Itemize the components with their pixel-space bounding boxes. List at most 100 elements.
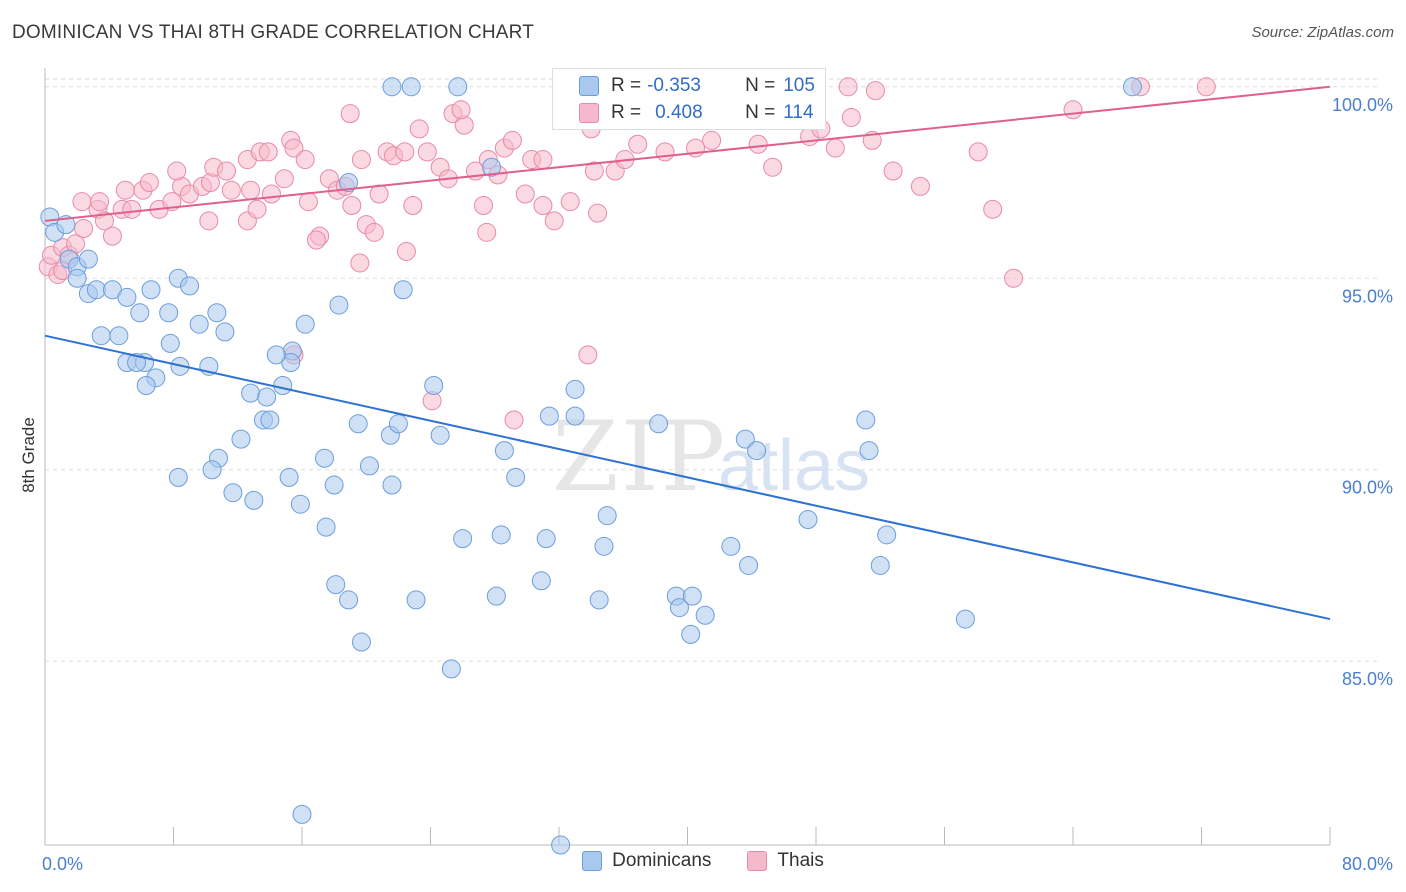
data-point <box>453 529 473 549</box>
data-point <box>551 835 571 855</box>
data-point <box>883 161 903 181</box>
data-point <box>403 196 423 216</box>
data-point <box>474 196 494 216</box>
data-point <box>241 383 261 403</box>
data-point <box>215 322 235 342</box>
data-point <box>292 804 312 824</box>
data-point <box>533 150 553 170</box>
data-point <box>721 536 741 556</box>
data-point <box>221 180 241 200</box>
stats-n-label: N = <box>745 75 776 96</box>
data-point <box>486 586 506 606</box>
data-point <box>326 575 346 595</box>
legend-label: Thais <box>777 850 824 871</box>
data-point <box>1196 77 1216 97</box>
y-tick-label: 100.0% <box>1332 95 1393 115</box>
data-point <box>430 425 450 445</box>
data-point <box>241 180 261 200</box>
data-point <box>314 448 334 468</box>
data-point <box>167 161 187 181</box>
data-point <box>533 196 553 216</box>
data-point <box>401 77 421 97</box>
stats-n-value: 114 <box>783 102 814 123</box>
data-point <box>539 406 559 426</box>
data-point <box>244 490 264 510</box>
data-point <box>451 100 471 120</box>
data-point <box>257 387 277 407</box>
data-point <box>266 345 286 365</box>
data-point <box>565 406 585 426</box>
data-point <box>339 590 359 610</box>
data-point <box>597 506 617 526</box>
data-point <box>339 173 359 193</box>
data-point <box>223 483 243 503</box>
data-point <box>536 529 556 549</box>
data-point <box>340 104 360 124</box>
data-point <box>1122 77 1142 97</box>
data-point <box>695 605 715 625</box>
data-point <box>588 203 608 223</box>
data-point <box>682 586 702 606</box>
data-point <box>841 107 861 127</box>
data-point <box>406 590 426 610</box>
series-thais <box>38 77 1216 430</box>
data-point <box>117 287 137 307</box>
data-point <box>504 410 524 430</box>
data-point <box>1063 100 1083 120</box>
data-point <box>351 632 371 652</box>
data-point <box>441 659 461 679</box>
data-point <box>109 326 129 346</box>
stats-r-value: 0.408 <box>655 102 703 123</box>
data-point <box>359 456 379 476</box>
data-point <box>168 467 188 487</box>
data-point <box>290 494 310 514</box>
chart-title: DOMINICAN VS THAI 8TH GRADE CORRELATION … <box>12 22 535 43</box>
data-point <box>67 268 87 288</box>
data-point <box>130 303 150 323</box>
data-point <box>491 525 511 545</box>
data-point <box>747 441 767 461</box>
trend-line-dominicans <box>44 334 1331 621</box>
data-point <box>870 555 890 575</box>
legend-swatch-pink <box>747 851 768 871</box>
data-point <box>968 142 988 162</box>
tick-labels: 85.0% 90.0% 95.0% 100.0% 0.0% 80.0% <box>42 95 1393 874</box>
data-point <box>506 467 526 487</box>
legend-item-dominicans[interactable]: Dominicans <box>582 850 711 872</box>
data-point <box>284 138 304 158</box>
data-point <box>202 460 222 480</box>
data-point <box>865 81 885 101</box>
data-point <box>477 222 497 242</box>
data-point <box>589 590 609 610</box>
trend-line-thais <box>44 85 1331 222</box>
stats-box: R = -0.353 N = 105 R = 0.408 N = 114 <box>552 68 826 130</box>
data-point <box>983 199 1003 219</box>
data-point <box>424 375 444 395</box>
data-point <box>798 510 818 530</box>
data-point <box>189 314 209 334</box>
stats-r-value: -0.353 <box>647 75 701 96</box>
data-point <box>295 314 315 334</box>
data-point <box>594 536 614 556</box>
data-point <box>200 173 220 193</box>
data-point <box>584 161 604 181</box>
data-point <box>139 173 159 193</box>
data-point <box>544 211 564 231</box>
data-point <box>122 199 142 219</box>
data-point <box>231 429 251 449</box>
data-point <box>298 192 318 212</box>
stats-swatch-pink <box>579 103 599 123</box>
stats-row-dominicans: R = -0.353 N = 105 <box>553 73 815 99</box>
data-point <box>578 345 598 365</box>
data-point <box>649 414 669 434</box>
data-point <box>409 119 429 139</box>
data-point <box>274 169 294 189</box>
data-point <box>454 115 474 135</box>
data-point <box>494 441 514 461</box>
data-point <box>628 134 648 154</box>
legend-item-thais[interactable]: Thais <box>747 850 824 872</box>
data-point <box>515 184 535 204</box>
data-point <box>136 375 156 395</box>
data-point <box>382 475 402 495</box>
